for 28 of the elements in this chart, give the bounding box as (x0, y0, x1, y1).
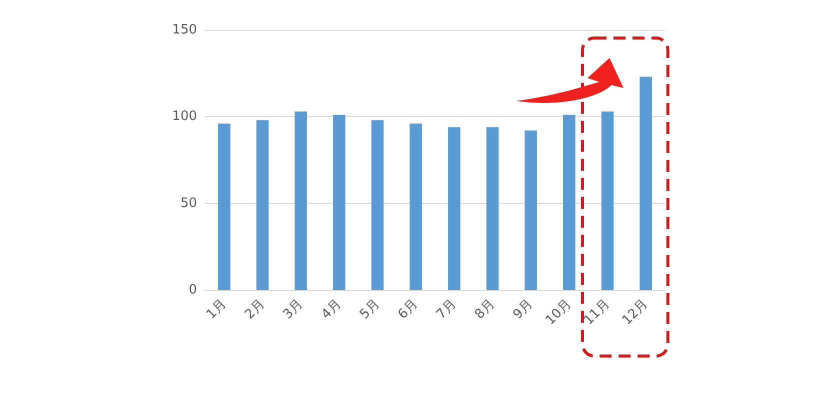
y-tick-label: 100 (172, 109, 197, 124)
y-tick-label: 150 (172, 22, 197, 38)
x-tick-label: 8月 (472, 296, 498, 322)
x-tick-label: 11月 (581, 296, 613, 328)
x-tick-label: 4月 (318, 296, 344, 322)
x-tick-label: 10月 (542, 296, 574, 328)
bar (601, 111, 614, 290)
bar (563, 114, 576, 290)
x-tick-label: 9月 (510, 296, 536, 322)
x-tick-label: 12月 (620, 296, 652, 328)
bar (486, 127, 499, 290)
x-tick-label: 1月 (204, 296, 230, 322)
bar (256, 120, 269, 290)
y-tick-label: 50 (180, 196, 197, 211)
y-tick-label: 0 (188, 282, 197, 298)
x-tick-label: 2月 (242, 296, 268, 322)
bar (448, 127, 460, 290)
bar (524, 130, 537, 290)
x-tick-label: 3月 (280, 296, 306, 322)
bar (410, 124, 422, 290)
bar (218, 124, 230, 290)
bar (371, 120, 384, 290)
x-tick-label: 6月 (395, 296, 422, 322)
bar (640, 76, 652, 290)
x-tick-label: 7月 (434, 296, 460, 322)
bar (333, 114, 346, 290)
bar (294, 111, 307, 290)
x-tick-label: 5月 (357, 296, 383, 322)
